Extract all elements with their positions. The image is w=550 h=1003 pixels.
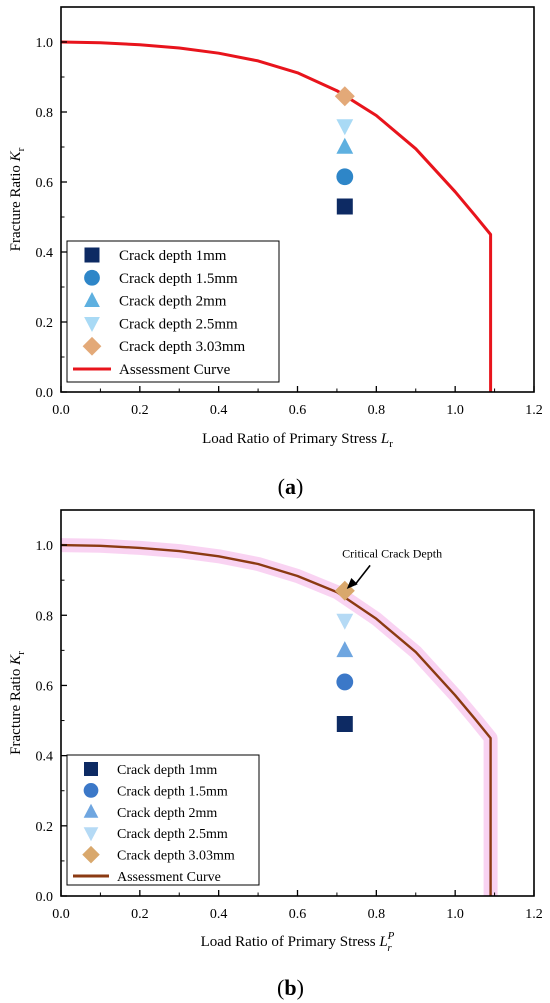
panel-label-open: ( xyxy=(278,474,285,499)
y-tick-label: 1.0 xyxy=(36,36,54,51)
data-point-triangle-up xyxy=(336,137,354,154)
y-axis-title: Fracture Ratio Kr xyxy=(8,147,27,251)
y-axis-subscript: r xyxy=(15,651,27,655)
x-tick-label: 0.6 xyxy=(289,403,307,418)
legend: Crack depth 1mm Crack depth 1.5mm Crack de… xyxy=(66,240,280,383)
y-tick-label: 0.2 xyxy=(36,316,54,331)
assessment-curve xyxy=(60,40,493,392)
y-tick-label: 0.6 xyxy=(36,176,54,191)
y-axis-title-text: Fracture Ratio xyxy=(8,161,24,251)
legend-diamond-icon xyxy=(82,845,100,864)
x-tick-label: 0.0 xyxy=(52,907,70,922)
legend-label: Crack depth 1.5mm xyxy=(117,784,228,799)
legend-label: Crack depth 3.03mm xyxy=(117,849,235,864)
x-tick-label: 0.2 xyxy=(131,907,149,922)
legend-triangle-down-icon xyxy=(83,827,99,842)
legend-label: Crack depth 1.5mm xyxy=(119,271,238,287)
y-tick-label: 1.0 xyxy=(36,539,54,554)
legend-label: Crack depth 1mm xyxy=(119,248,227,264)
x-axis-title-text: Load Ratio of Primary Stress xyxy=(202,431,381,447)
x-tick-label: 0.4 xyxy=(210,403,228,418)
data-point-triangle-up xyxy=(336,641,354,658)
x-tick-label: 0.6 xyxy=(289,907,307,922)
x-tick-label: 0.0 xyxy=(52,403,70,418)
x-axis-title: Load Ratio of Primary Stress LP r xyxy=(201,930,395,954)
panel-label-letter: a xyxy=(285,474,296,499)
legend-square-icon xyxy=(84,762,98,776)
panel-label-letter: b xyxy=(284,975,296,1000)
legend-label: Crack depth 2.5mm xyxy=(119,316,238,332)
x-axis-title: Load Ratio of Primary Stress Lr xyxy=(202,431,393,450)
legend-circle-icon xyxy=(84,269,100,286)
y-tick-label: 0.6 xyxy=(36,679,54,694)
x-axis-subscript: r xyxy=(387,942,392,954)
legend-box xyxy=(66,240,280,383)
annotation-text: Critical Crack Depth xyxy=(342,546,442,560)
y-tick-label: 0.4 xyxy=(36,750,54,765)
y-tick-label: 0.0 xyxy=(36,386,54,401)
x-tick-label: 0.8 xyxy=(368,403,386,418)
y-axis-symbol: K xyxy=(8,150,24,162)
panel-b-chart: 0.0 0.2 0.4 0.6 0.8 1.0 1.2 0.0 0.2 0.4 0.6 0.8 1.0 C… xyxy=(8,509,543,1000)
y-axis-title: Fracture Ratio Kr xyxy=(8,651,27,755)
legend-label: Crack depth 2.5mm xyxy=(117,827,228,842)
x-tick-label: 0.8 xyxy=(368,907,386,922)
y-axis-symbol: K xyxy=(8,654,24,666)
data-point-square xyxy=(336,198,353,215)
legend-circle-icon xyxy=(83,783,99,798)
assessment-curve xyxy=(60,543,492,896)
data-point-circle xyxy=(336,168,354,186)
y-tick-label: 0.0 xyxy=(36,890,54,905)
x-axis-title-text: Load Ratio of Primary Stress xyxy=(201,934,380,950)
legend-label: Crack depth 3.03mm xyxy=(119,339,246,355)
x-tick-label: 0.4 xyxy=(210,907,228,922)
x-axis-symbol: L xyxy=(378,934,387,950)
legend-label: Crack depth 2mm xyxy=(119,294,227,310)
legend-label: Crack depth 1mm xyxy=(117,763,217,778)
x-tick-label: 1.2 xyxy=(525,403,543,418)
legend-box xyxy=(66,754,260,886)
x-tick-label: 1.2 xyxy=(525,907,543,922)
data-point-circle xyxy=(336,673,354,691)
legend-label: Crack depth 2mm xyxy=(117,806,217,821)
legend-triangle-up-icon xyxy=(83,803,99,818)
data-point-triangle-down xyxy=(336,613,354,630)
panel-label-open: ( xyxy=(277,975,284,1000)
annotation-arrow-line xyxy=(354,564,371,586)
y-axis-title-text: Fracture Ratio xyxy=(8,665,24,755)
x-axis-symbol: L xyxy=(380,431,389,447)
panel-label: (b) xyxy=(277,975,304,1000)
x-axis-superscript: P xyxy=(387,930,395,942)
y-tick-label: 0.2 xyxy=(36,820,54,835)
data-point-triangle-down xyxy=(336,119,354,136)
panel-label-close: ) xyxy=(297,975,304,1000)
y-axis-subscript: r xyxy=(15,147,27,151)
panel-label: (a) xyxy=(278,474,304,499)
legend-label: Assessment Curve xyxy=(119,362,231,378)
legend-square-icon xyxy=(84,247,100,263)
x-tick-label: 1.0 xyxy=(446,403,464,418)
legend: Crack depth 1mm Crack depth 1.5mm Crack de… xyxy=(66,754,260,886)
annotation-arrow-head xyxy=(346,577,358,589)
legend-triangle-up-icon xyxy=(84,291,100,307)
x-axis-subscript: r xyxy=(389,438,393,450)
x-tick-label: 1.0 xyxy=(446,907,464,922)
data-point-square xyxy=(336,716,353,733)
y-tick-label: 0.8 xyxy=(36,609,54,624)
data-point-diamond xyxy=(334,86,355,107)
panel-label-close: ) xyxy=(296,474,303,499)
legend-label: Assessment Curve xyxy=(117,870,221,885)
y-tick-label: 0.8 xyxy=(36,106,54,121)
x-tick-label: 0.2 xyxy=(131,403,149,418)
legend-triangle-down-icon xyxy=(84,317,100,333)
y-tick-label: 0.4 xyxy=(36,246,54,261)
panel-a-chart: 0.0 0.2 0.4 0.6 0.8 1.0 1.2 0.0 0.2 0.4 0.6 0.8 1.0 C… xyxy=(8,6,543,499)
legend-diamond-icon xyxy=(82,336,102,356)
